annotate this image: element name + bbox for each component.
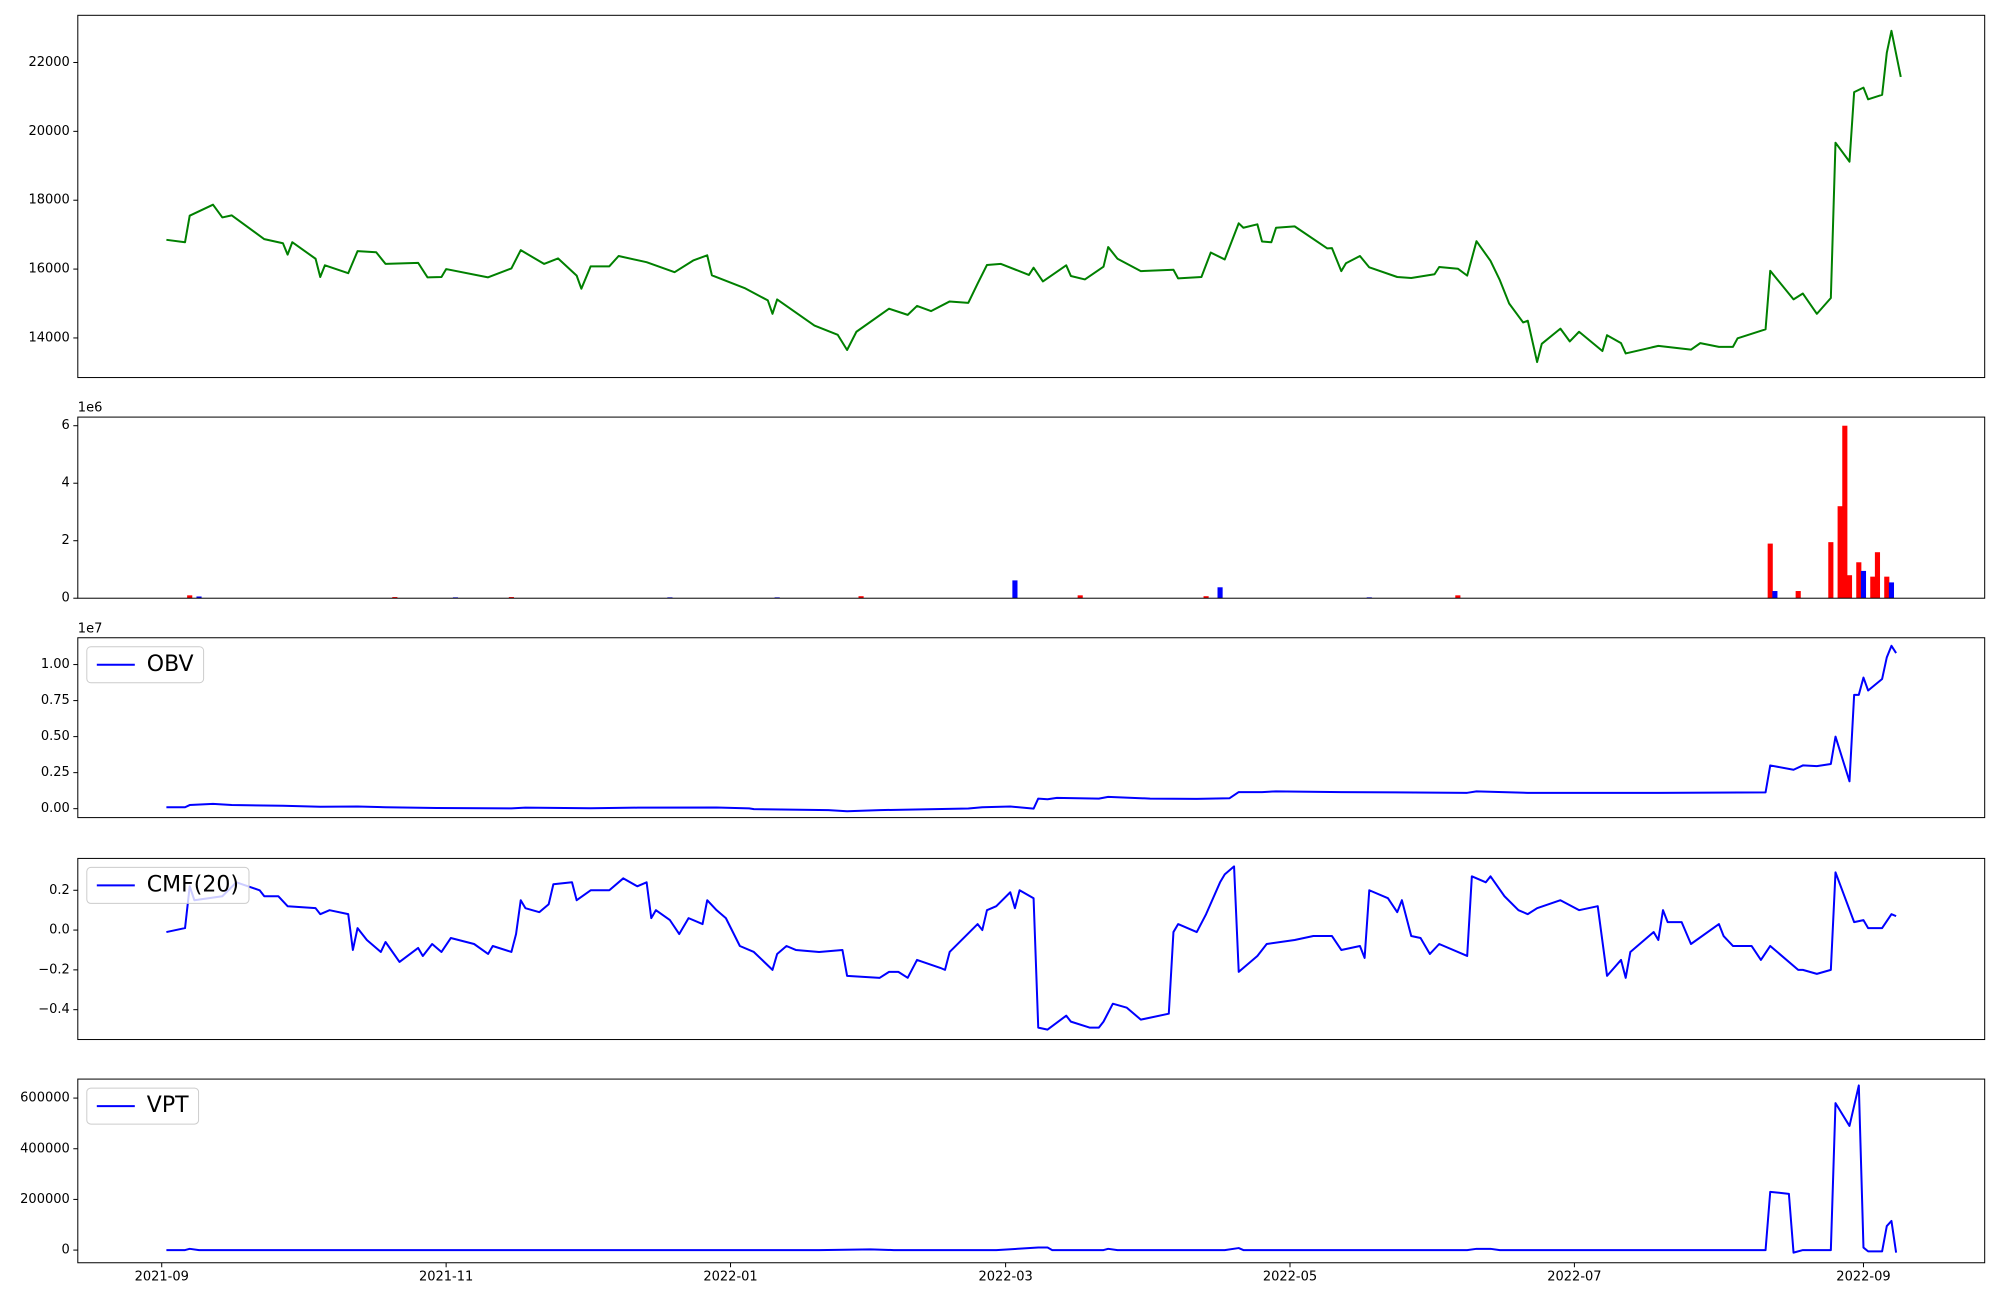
legend-box	[86, 646, 205, 684]
y-tick-label: 22000	[28, 55, 69, 70]
bar	[1856, 562, 1862, 599]
y-tick-label: 6	[62, 418, 70, 433]
bar	[1217, 587, 1223, 599]
bar	[392, 597, 398, 599]
bar	[1795, 591, 1801, 599]
line	[166, 1084, 1898, 1254]
y-tick-label: 14000	[28, 330, 69, 345]
line	[166, 29, 1902, 364]
bar	[1077, 595, 1083, 599]
x-tick-label: 2022-01	[703, 1269, 757, 1284]
y-tick-label: 600000	[20, 1091, 70, 1106]
y-tick-label: 0.0	[49, 923, 70, 938]
axes-frame	[77, 1078, 1986, 1264]
y-tick-label: 16000	[28, 262, 69, 277]
bar	[1888, 582, 1895, 599]
x-tick-label: 2022-05	[1263, 1269, 1317, 1284]
bar	[1837, 506, 1843, 599]
legend: CMF(20)	[86, 866, 250, 904]
line	[166, 865, 1897, 1031]
legend-box	[86, 1087, 200, 1125]
y-tick-label: 18000	[28, 193, 69, 208]
y-tick-label: 0.50	[41, 729, 70, 744]
x-tick-label: 2022-03	[978, 1269, 1032, 1284]
panel: −0.4 −0.2 0.0 0.2 CMF(20)	[38, 857, 1986, 1041]
bar	[1203, 596, 1209, 599]
y-tick-label: 0	[62, 591, 70, 606]
y-tick-label: 200000	[20, 1192, 70, 1207]
y-tick-label: −0.4	[38, 1002, 70, 1017]
y-tick-label: 20000	[28, 124, 69, 139]
bar	[1828, 542, 1834, 599]
panel: 0 200000 400000 600000 2021-09 2021-11 2022-01…	[20, 1078, 1986, 1284]
panel: 14000 16000 18000 20000 22000	[28, 14, 1986, 379]
y-tick-label: 1.00	[41, 657, 70, 672]
y-offset-label: 1e7	[78, 621, 103, 636]
legend-label: CMF(20)	[147, 872, 239, 897]
bar	[1884, 576, 1890, 599]
axes-frame	[77, 14, 1986, 379]
bar	[1012, 580, 1018, 599]
x-tick-label: 2021-09	[135, 1269, 189, 1284]
bar	[1772, 591, 1778, 599]
y-tick-label: 2	[62, 533, 70, 548]
y-tick-label: −0.2	[38, 962, 70, 977]
y-tick-label: 0.25	[41, 765, 70, 780]
bar	[1870, 576, 1876, 599]
legend-box	[86, 866, 250, 904]
bar	[1842, 425, 1848, 599]
y-tick-label: 400000	[20, 1141, 70, 1156]
bar	[1874, 552, 1881, 599]
legend: VPT	[86, 1087, 200, 1125]
bar	[196, 596, 202, 599]
x-tick-label: 2021-11	[419, 1269, 473, 1284]
x-tick-label: 2022-09	[1836, 1269, 1890, 1284]
x-tick-label: 2022-07	[1547, 1269, 1601, 1284]
bar	[1767, 543, 1773, 599]
legend-label: OBV	[147, 652, 194, 677]
axes-frame	[77, 857, 1986, 1041]
bar	[858, 596, 864, 599]
y-tick-label: 4	[62, 476, 70, 491]
axes-frame	[77, 416, 1986, 599]
line	[166, 644, 1897, 813]
bar	[1455, 595, 1461, 599]
y-tick-label: 0.75	[41, 693, 70, 708]
y-offset-label: 1e6	[78, 401, 103, 416]
bar	[1860, 570, 1867, 599]
panel: 0.00 0.25 0.50 0.75 1.00 1e7 OBV	[41, 621, 1986, 819]
legend-label: VPT	[147, 1093, 189, 1118]
y-tick-label: 0.00	[41, 801, 70, 816]
y-tick-label: 0.2	[49, 883, 70, 898]
panel: 0 2 4 6 1e6	[62, 401, 1986, 606]
y-tick-label: 0	[62, 1243, 70, 1258]
bar	[508, 597, 514, 599]
bar	[1846, 575, 1853, 599]
axes-frame	[77, 637, 1986, 819]
legend: OBV	[86, 646, 205, 684]
bar	[187, 595, 193, 599]
